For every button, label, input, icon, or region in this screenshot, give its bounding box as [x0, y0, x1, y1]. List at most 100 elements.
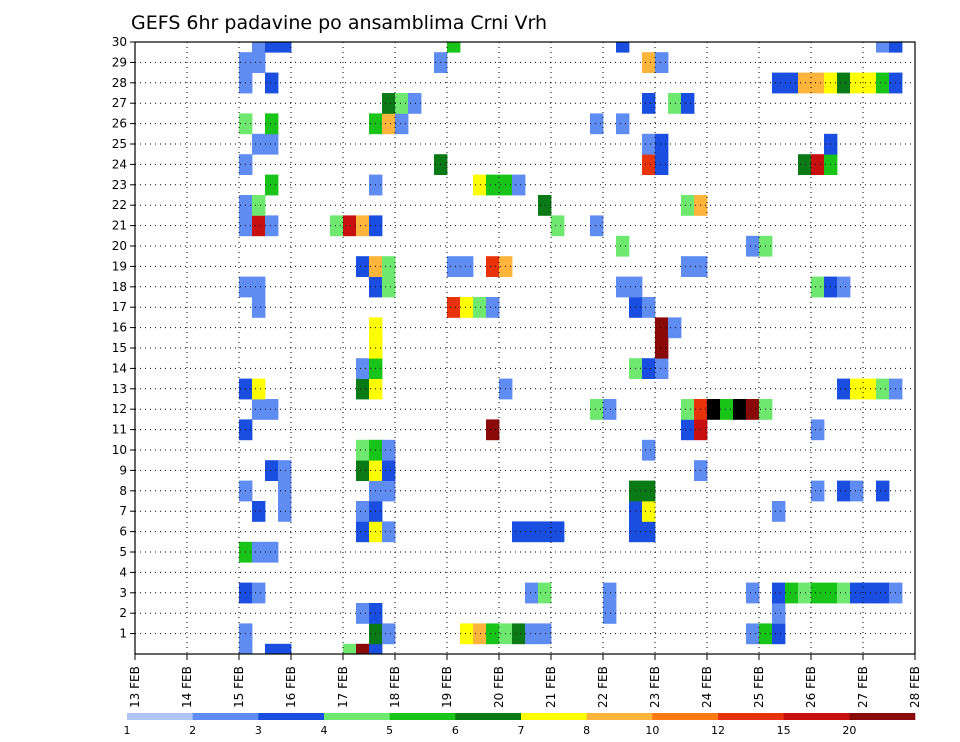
y-tick-label: 18	[112, 280, 127, 294]
heatmap-cell	[278, 460, 292, 481]
heatmap-cell	[356, 603, 370, 624]
y-tick-label: 25	[112, 137, 127, 151]
heatmap-cell	[473, 297, 487, 318]
heatmap-cell	[850, 480, 864, 502]
x-tick-label: 17 FEB	[336, 666, 350, 708]
y-tick-label: 3	[119, 586, 127, 600]
legend-label: 6	[452, 724, 459, 737]
x-tick-label: 22 FEB	[596, 666, 610, 708]
heatmap-cell	[343, 215, 357, 237]
heatmap-cell	[590, 215, 604, 237]
y-axis: 1234567891011121314151617181920212223242…	[112, 35, 135, 641]
heatmap-cell	[772, 603, 786, 624]
heatmap-cell	[525, 582, 539, 604]
heatmap-cell	[746, 399, 760, 420]
chart-title: GEFS 6hr padavine po ansamblima Crni Vrh	[131, 12, 547, 34]
legend-swatch	[586, 713, 653, 720]
heatmap-cell	[798, 72, 812, 94]
heatmap-cell	[811, 154, 825, 175]
heatmap-cell	[863, 378, 877, 400]
heatmap-cell	[512, 521, 526, 543]
y-tick-label: 10	[112, 443, 127, 457]
heatmap-cell	[356, 643, 370, 655]
x-tick-label: 28 FEB	[908, 666, 922, 708]
heatmap-cell	[343, 643, 357, 655]
heatmap-cell	[889, 42, 903, 53]
heatmap-cell	[382, 256, 396, 277]
heatmap-cell	[447, 256, 461, 277]
legend-swatch	[258, 713, 325, 720]
heatmap-cell	[681, 419, 695, 441]
heatmap-cell	[356, 521, 370, 543]
heatmap-cell	[603, 399, 617, 420]
heatmap-cell	[382, 521, 396, 543]
y-tick-label: 29	[112, 55, 127, 69]
heatmap-cell	[356, 501, 370, 522]
heatmap-cell	[772, 623, 786, 645]
heatmap-cell	[876, 582, 890, 604]
heatmap-cell	[668, 317, 682, 339]
heatmap-cell	[252, 52, 266, 73]
heatmap-cell	[252, 42, 266, 53]
heatmap-cell	[486, 174, 500, 196]
heatmap-cell	[382, 276, 396, 298]
heatmap-cell	[356, 256, 370, 277]
heatmap-cells	[239, 42, 903, 655]
heatmap-cell	[655, 154, 669, 175]
legend-label: 15	[777, 724, 791, 737]
legend-swatch	[127, 713, 193, 720]
heatmap-cell	[681, 399, 695, 420]
heatmap-cell	[265, 460, 279, 481]
heatmap-cell	[525, 521, 539, 543]
x-tick-label: 23 FEB	[648, 666, 662, 708]
y-tick-label: 23	[112, 178, 127, 192]
heatmap-cell	[642, 93, 656, 114]
y-tick-label: 20	[112, 239, 127, 253]
heatmap-cell	[616, 235, 630, 257]
heatmap-cell	[655, 52, 669, 73]
y-tick-label: 30	[112, 35, 127, 49]
x-tick-label: 14 FEB	[180, 666, 194, 708]
heatmap-cell	[382, 623, 396, 645]
heatmap-cell	[330, 215, 344, 237]
legend-label: 12	[711, 724, 725, 737]
heatmap-cell	[265, 643, 279, 655]
heatmap-cell	[382, 93, 396, 114]
heatmap-cell	[265, 541, 279, 563]
y-tick-label: 19	[112, 259, 127, 273]
legend-label: 4	[321, 724, 328, 737]
heatmap-cell	[395, 93, 409, 114]
y-tick-label: 14	[112, 361, 127, 375]
heatmap-cell	[252, 541, 266, 563]
heatmap-cell	[265, 133, 279, 155]
heatmap-cell	[460, 256, 474, 277]
y-tick-label: 21	[112, 219, 127, 233]
heatmap-cell	[655, 317, 669, 339]
heatmap-cell	[252, 133, 266, 155]
y-tick-label: 13	[112, 382, 127, 396]
heatmap-cell	[798, 154, 812, 175]
heatmap-cell	[486, 256, 500, 277]
heatmap-cell	[668, 93, 682, 114]
legend-label: 5	[386, 724, 393, 737]
heatmap-cell	[447, 297, 461, 318]
heatmap-cell	[746, 235, 760, 257]
heatmap-cell	[382, 480, 396, 502]
heatmap-cell	[538, 195, 552, 216]
heatmap-cell	[265, 42, 279, 53]
x-tick-label: 24 FEB	[700, 666, 714, 708]
y-tick-label: 5	[119, 545, 127, 559]
y-tick-label: 7	[119, 504, 127, 518]
legend-label: 2	[189, 724, 196, 737]
heatmap-cell	[837, 276, 851, 298]
heatmap-cell	[655, 133, 669, 155]
heatmap-cell	[655, 358, 669, 379]
heatmap-cell	[278, 42, 292, 53]
heatmap-cell	[239, 643, 253, 655]
legend-label: 7	[518, 724, 525, 737]
legend-swatch	[521, 713, 587, 720]
heatmap-cell	[252, 195, 266, 216]
heatmap-cell	[603, 582, 617, 604]
legend-swatch	[849, 713, 916, 720]
heatmap-cell	[382, 439, 396, 461]
